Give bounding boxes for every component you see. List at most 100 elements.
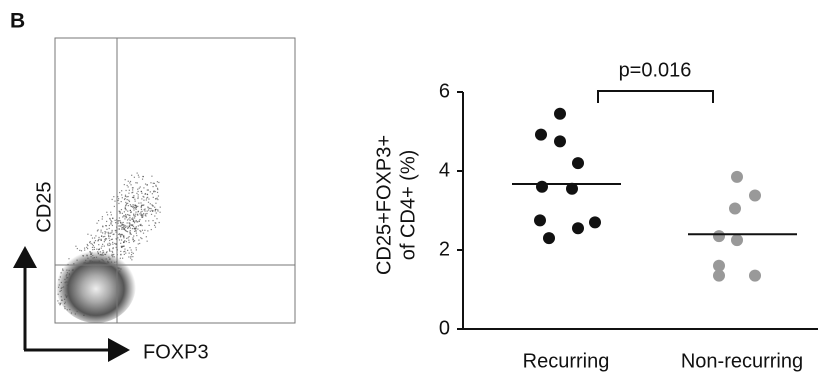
- flow-event: [133, 206, 134, 207]
- y-tick-label: 4: [439, 159, 450, 181]
- flow-event: [158, 195, 159, 196]
- flow-event: [98, 220, 99, 221]
- flow-event: [138, 177, 139, 178]
- y-axis-title: of CD4+ (%): [397, 150, 419, 261]
- flow-event: [87, 234, 88, 235]
- flow-event: [135, 228, 136, 229]
- flow-event: [143, 200, 144, 201]
- y-axis-title: CD25: [33, 181, 55, 232]
- flow-event: [128, 256, 129, 257]
- flow-event: [133, 253, 134, 254]
- flow-event: [136, 233, 137, 234]
- flow-event: [130, 184, 131, 185]
- flow-event: [135, 247, 136, 248]
- flow-event: [140, 186, 141, 187]
- flow-event: [112, 225, 113, 226]
- flow-event: [136, 193, 137, 194]
- flow-event: [157, 188, 158, 189]
- flow-event: [108, 238, 109, 239]
- flow-event: [104, 231, 105, 232]
- flow-event: [87, 245, 88, 246]
- dot-plot: 0246CD25+FOXP3+of CD4+ (%)RecurringNon-r…: [373, 59, 818, 372]
- flow-event: [128, 237, 129, 238]
- flow-event: [154, 207, 155, 208]
- flow-event: [159, 212, 160, 213]
- flow-event: [120, 226, 121, 227]
- flow-event: [93, 245, 94, 246]
- data-point: [731, 171, 743, 183]
- flow-event: [134, 217, 135, 218]
- flow-event: [132, 189, 133, 190]
- flow-event: [134, 221, 135, 222]
- data-point: [554, 108, 566, 120]
- flow-plot: CD25 FOXP3: [13, 38, 295, 363]
- flow-event: [111, 231, 112, 232]
- flow-event: [138, 203, 139, 204]
- flow-event: [120, 251, 121, 252]
- flow-event: [91, 235, 92, 236]
- flow-event: [109, 240, 110, 241]
- flow-event: [137, 198, 138, 199]
- flow-event: [112, 199, 113, 200]
- flow-event: [157, 209, 158, 210]
- flow-event: [145, 183, 146, 184]
- flow-event: [129, 247, 130, 248]
- flow-event: [157, 199, 158, 200]
- flow-event: [132, 256, 133, 257]
- flow-event: [124, 251, 125, 252]
- data-point: [554, 135, 566, 147]
- flow-event: [110, 219, 111, 220]
- flow-event: [130, 204, 131, 205]
- flow-event: [133, 226, 134, 227]
- flow-density: [56, 247, 136, 323]
- flow-event: [157, 210, 158, 211]
- flow-event: [96, 223, 97, 224]
- flow-event: [129, 253, 130, 254]
- flow-event: [147, 211, 148, 212]
- flow-event: [94, 242, 95, 243]
- flow-event: [123, 224, 124, 225]
- flow-event: [141, 198, 142, 199]
- flow-event: [126, 196, 127, 197]
- flow-event: [58, 303, 59, 304]
- flow-event: [128, 186, 129, 187]
- flow-event: [91, 243, 92, 244]
- flow-event: [119, 192, 120, 193]
- flow-event: [132, 217, 133, 218]
- flow-event: [144, 210, 145, 211]
- flow-event: [150, 203, 151, 204]
- flow-event: [126, 217, 127, 218]
- flow-event: [154, 183, 155, 184]
- flow-event: [104, 246, 105, 247]
- flow-event: [144, 209, 145, 210]
- flow-event: [112, 242, 113, 243]
- flow-event: [145, 213, 146, 214]
- flow-event: [95, 235, 96, 236]
- flow-event: [110, 223, 111, 224]
- flow-event: [135, 209, 136, 210]
- flow-event: [141, 225, 142, 226]
- flow-event: [152, 193, 153, 194]
- flow-event: [100, 231, 101, 232]
- flow-event: [107, 245, 108, 246]
- flow-event: [121, 223, 122, 224]
- flow-event: [94, 237, 95, 238]
- data-point: [534, 214, 546, 226]
- flow-event: [148, 202, 149, 203]
- flow-event: [112, 218, 113, 219]
- flow-event: [129, 236, 130, 237]
- flow-event: [118, 198, 119, 199]
- flow-event: [100, 239, 101, 240]
- flow-event: [125, 202, 126, 203]
- flow-event: [151, 176, 152, 177]
- flow-event: [152, 186, 153, 187]
- flow-event: [133, 197, 134, 198]
- flow-event: [129, 201, 130, 202]
- flow-event: [119, 211, 120, 212]
- flow-event: [160, 207, 161, 208]
- flow-event: [151, 229, 152, 230]
- flow-event: [137, 211, 138, 212]
- flow-event: [132, 192, 133, 193]
- x-tick-label: Recurring: [523, 350, 610, 372]
- flow-event: [124, 184, 125, 185]
